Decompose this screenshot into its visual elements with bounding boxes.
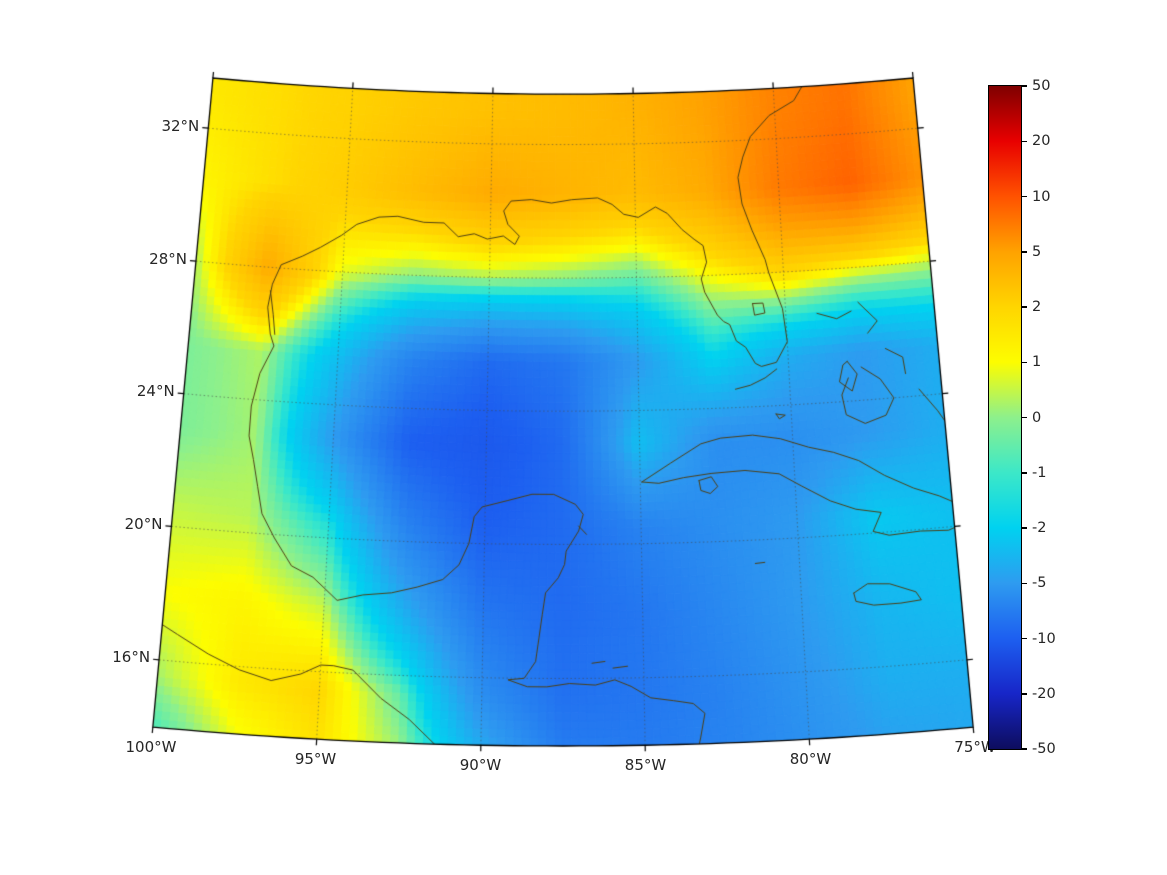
colorbar-tick	[1022, 472, 1027, 474]
y-tick-label: 16°N	[112, 648, 151, 667]
colorbar-tick	[1022, 416, 1027, 419]
colorbar-tick	[1022, 140, 1027, 142]
x-tick-label: 80°W	[789, 750, 832, 769]
colorbar-tick	[1022, 748, 1027, 750]
colorbar-tick-label: 0	[1032, 409, 1042, 426]
colorbar-tick	[1022, 195, 1027, 198]
colorbar-tick-label: -50	[1032, 741, 1056, 757]
colorbar-tick	[1022, 637, 1027, 640]
colorbar-tick-label: 5	[1032, 243, 1042, 260]
colorbar-tick	[1022, 693, 1027, 695]
colorbar-tick	[1022, 306, 1027, 308]
x-tick-label: 85°W	[624, 756, 667, 775]
colorbar-tick-label: -2	[1032, 520, 1047, 536]
colorbar-tick	[1022, 361, 1027, 363]
colorbar-tick-label: 20	[1032, 133, 1051, 150]
colorbar-tick-label: -20	[1032, 685, 1056, 702]
colorbar-tick-label: 50	[1032, 78, 1051, 94]
y-tick-label: 24°N	[136, 382, 175, 401]
y-tick-label: 32°N	[161, 116, 200, 135]
colorbar-tick	[1022, 251, 1027, 253]
x-tick-label: 95°W	[294, 750, 337, 769]
y-tick-label: 20°N	[124, 514, 163, 533]
colorbar-tick	[1022, 85, 1027, 87]
y-tick-label: 28°N	[149, 249, 187, 268]
colorbar-tick	[1022, 582, 1027, 584]
x-tick-label: 75°W	[954, 737, 996, 756]
colorbar-tick-label: -10	[1032, 630, 1056, 647]
colorbar-tick	[1022, 527, 1027, 529]
colorbar-tick-label: 2	[1032, 299, 1042, 315]
x-tick-label: 90°W	[459, 756, 502, 775]
colorbar-gradient	[989, 86, 1021, 749]
colorbar-tick-label: -5	[1032, 575, 1047, 592]
colorbar-tick-label: 10	[1032, 188, 1051, 205]
colorbar-tick-label: 1	[1032, 354, 1042, 371]
x-tick-label: 100°W	[125, 737, 177, 756]
colorbar	[988, 85, 1022, 750]
colorbar-tick-label: -1	[1032, 464, 1047, 481]
